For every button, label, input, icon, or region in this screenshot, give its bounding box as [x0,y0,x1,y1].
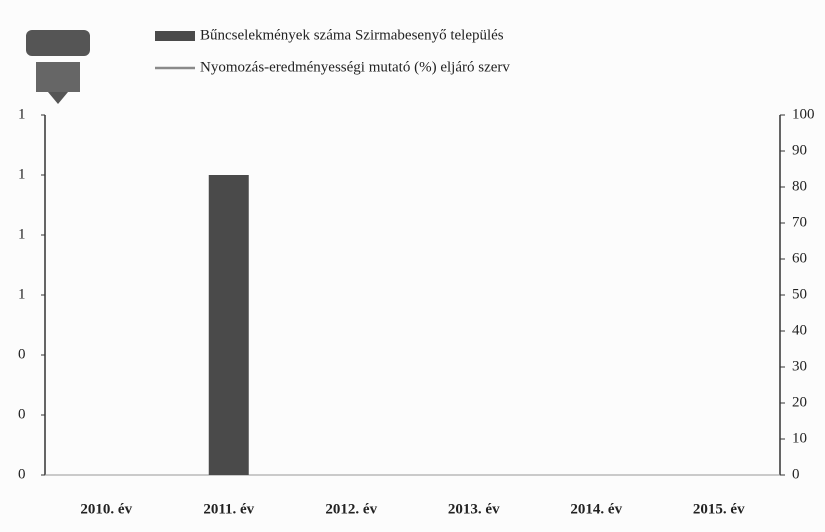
y-tick-label: 1 [18,286,26,302]
bar [208,175,249,475]
legend-label: Bűncselekmények száma Szirmabesenyő tele… [200,27,504,43]
y-tick-label: 1 [18,226,26,242]
x-tick-label: 2014. év [570,501,622,517]
y2-tick-label: 80 [792,178,807,194]
legend-label: Nyomozás-eredményességi mutató (%) eljár… [200,59,510,75]
y2-tick-label: 0 [792,466,800,482]
y-tick-label: 0 [18,346,26,362]
x-tick-label: 2012. év [325,501,377,517]
y2-tick-label: 100 [792,106,815,122]
y2-tick-label: 60 [792,250,807,266]
y2-tick-label: 70 [792,214,807,230]
x-tick-label: 2013. év [448,501,500,517]
logo-icon [26,30,90,104]
y2-tick-label: 20 [792,394,807,410]
x-tick-label: 2011. év [203,501,254,517]
x-tick-label: 2015. év [693,501,745,517]
y2-tick-label: 40 [792,322,807,338]
y2-tick-label: 90 [792,142,807,158]
y2-tick-label: 50 [792,286,807,302]
y2-tick-label: 30 [792,358,807,374]
y-tick-label: 0 [18,466,26,482]
y-tick-label: 1 [18,166,26,182]
x-tick-label: 2010. év [80,501,132,517]
legend-swatch [155,31,195,41]
y-tick-label: 1 [18,106,26,122]
y2-tick-label: 10 [792,430,807,446]
y-tick-label: 0 [18,406,26,422]
